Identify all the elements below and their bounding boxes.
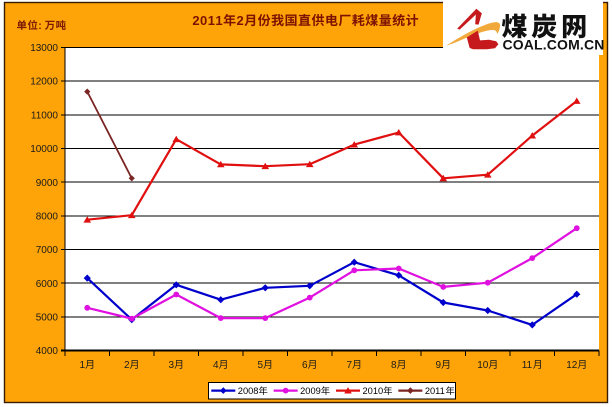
svg-text:1: 1 [79, 360, 85, 371]
svg-text::: : [38, 20, 42, 32]
svg-text:8000: 8000 [36, 211, 59, 222]
svg-text:2011: 2011 [425, 386, 445, 396]
svg-text:COAL.COM.CN: COAL.COM.CN [503, 37, 605, 53]
svg-text:10: 10 [477, 360, 489, 371]
svg-text:2: 2 [237, 13, 244, 28]
svg-text:4: 4 [213, 360, 219, 371]
svg-text:2009: 2009 [300, 386, 321, 396]
svg-text:13000: 13000 [30, 43, 58, 54]
svg-text:9000: 9000 [36, 178, 59, 189]
svg-text:7: 7 [346, 360, 352, 371]
svg-text:1: 1 [208, 13, 215, 28]
svg-text:6000: 6000 [36, 279, 59, 290]
svg-text:6: 6 [302, 360, 308, 371]
svg-text:2010: 2010 [363, 386, 384, 396]
svg-text:3: 3 [168, 360, 174, 371]
svg-text:5000: 5000 [36, 313, 59, 324]
svg-text:5: 5 [257, 360, 263, 371]
svg-text:2: 2 [124, 360, 130, 371]
svg-text:8: 8 [391, 360, 397, 371]
svg-text:9: 9 [435, 360, 441, 371]
svg-text:0: 0 [200, 13, 207, 28]
svg-text:1: 1 [215, 13, 222, 28]
svg-text:12000: 12000 [30, 77, 58, 88]
svg-text:11: 11 [522, 360, 533, 371]
svg-text:2: 2 [192, 13, 199, 28]
svg-text:2008: 2008 [238, 386, 259, 396]
svg-text:12: 12 [566, 360, 578, 371]
svg-text:4000: 4000 [36, 346, 59, 357]
svg-text:10000: 10000 [30, 144, 58, 155]
svg-text:7000: 7000 [36, 245, 59, 256]
svg-text:11000: 11000 [31, 110, 59, 121]
